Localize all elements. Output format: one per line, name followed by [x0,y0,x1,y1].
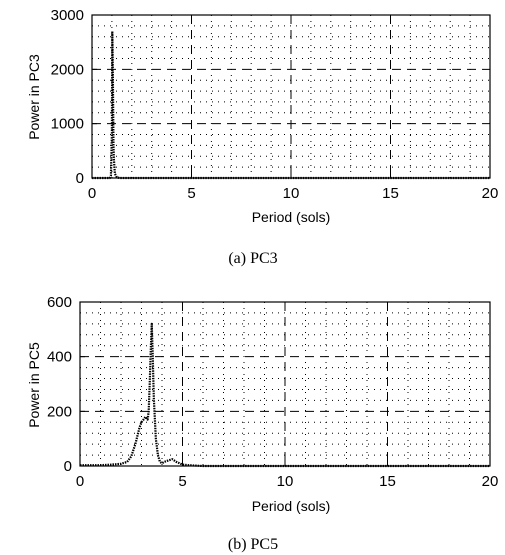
chart-pc3-ytick-label: 3000 [51,7,84,24]
chart-pc3-xtick-label: 0 [88,185,96,202]
chart-pc5-series-line [80,322,490,468]
chart-pc5-xlabel: Period (sols) [252,498,331,514]
chart-pc5-ylabel: Power in PC5 [26,342,42,428]
chart-pc3-ytick-label: 1000 [51,116,84,133]
chart-pc5-xtick-label: 5 [178,473,186,490]
chart-pc5-ytick-label: 0 [64,458,72,475]
chart-pc5-ytick-label: 400 [47,349,72,366]
chart-pc5-xtick-label: 20 [482,473,499,490]
chart-pc5-ytick-label: 200 [47,403,72,420]
chart-pc3-xlabel: Period (sols) [252,209,331,225]
chart-pc5-xtick-label: 0 [76,473,84,490]
chart-pc3-ytick-label: 2000 [51,61,84,78]
chart-pc5-xtick-label: 10 [277,473,294,490]
chart-pc5-xtick-label: 15 [379,473,396,490]
chart-pc3-xtick-label: 20 [482,185,499,202]
chart-pc3-series-line [92,30,490,180]
chart-pc5: Power in PC5 Period (sols) (b) PC5 0 5 10 1… [26,294,498,553]
chart-pc5-ytick-label: 600 [47,294,72,311]
chart-pc3: Power in PC3 Period (sols) (a) PC3 0 5 10 1… [26,7,498,267]
chart-pc3-xtick-label: 5 [187,185,195,202]
chart-pc3-ylabel: Power in PC3 [26,54,42,140]
chart-pc3-xtick-label: 15 [382,185,399,202]
chart-pc5-caption: (b) PC5 [228,536,278,553]
chart-pc3-ytick-label: 0 [76,170,84,187]
chart-pc3-xtick-label: 10 [283,185,300,202]
chart-pc3-caption: (a) PC3 [228,250,277,267]
